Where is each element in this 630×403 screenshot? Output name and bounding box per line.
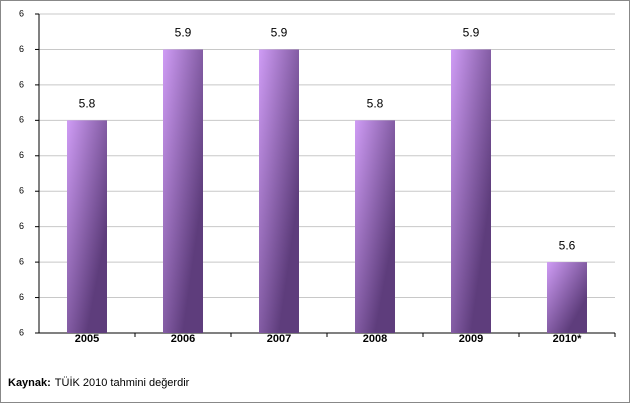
x-tick-label: 2007 [267, 333, 291, 345]
source-label: Kaynak: [8, 377, 51, 389]
y-tick-label: 6 [19, 292, 24, 302]
bar [163, 49, 203, 333]
data-label: 5.9 [175, 26, 192, 40]
bar [451, 49, 491, 333]
source: Kaynak: TÜİK 2010 tahmini değerdir [8, 376, 190, 389]
data-label: 5.9 [271, 26, 288, 40]
bar [67, 120, 107, 333]
x-tick-label: 2005 [75, 333, 99, 345]
data-label: 5.6 [559, 238, 576, 252]
y-tick-label: 6 [19, 256, 24, 266]
data-label: 5.8 [79, 97, 96, 111]
y-tick-label: 6 [19, 186, 24, 196]
x-tick-label: 2010* [553, 333, 582, 345]
y-tick-label: 6 [19, 79, 24, 89]
y-tick-label: 6 [19, 327, 24, 337]
data-label: 5.9 [463, 26, 480, 40]
y-tick-label: 6 [19, 150, 24, 160]
bar [547, 262, 587, 333]
y-tick-label: 6 [19, 115, 24, 125]
x-tick-label: 2006 [171, 333, 195, 345]
y-tick-label: 6 [19, 8, 24, 18]
x-tick-label: 2009 [459, 333, 483, 345]
data-label: 5.8 [367, 97, 384, 111]
y-tick-label: 6 [19, 44, 24, 54]
bar [259, 49, 299, 333]
source-text: TÜİK 2010 tahmini değerdir [55, 376, 190, 389]
x-tick-label: 2008 [363, 333, 387, 345]
bar [355, 120, 395, 333]
y-tick-label: 6 [19, 221, 24, 231]
